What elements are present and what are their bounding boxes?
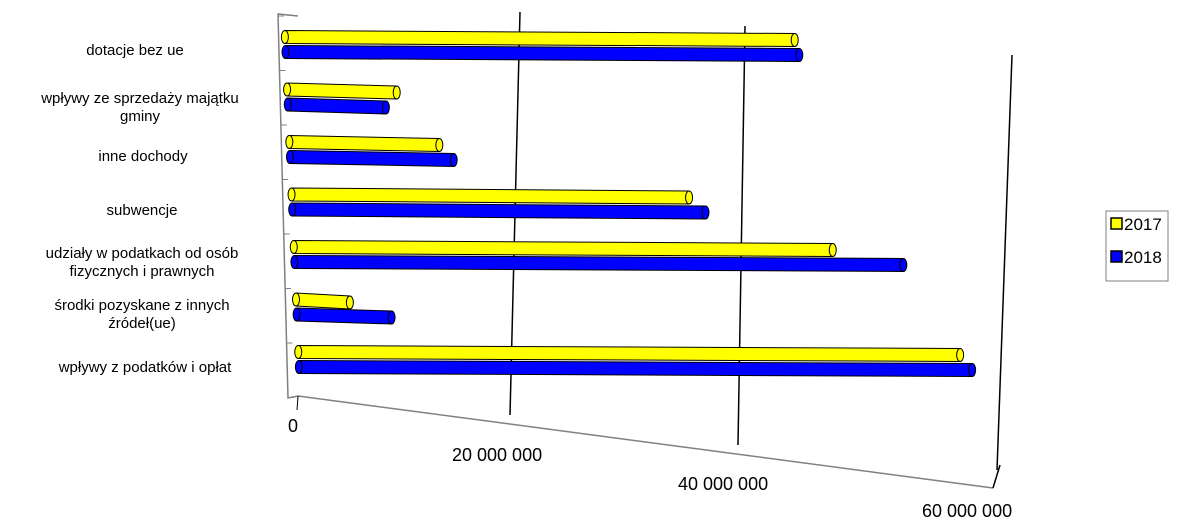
bar-body (291, 187, 690, 205)
category-label-line: wpływy z podatków i opłat (58, 359, 232, 376)
category-label: subwencje (12, 202, 272, 220)
bar-end-cap (968, 363, 977, 377)
back-right-wall-edge (996, 54, 1013, 471)
bar-start-cap (289, 240, 298, 254)
category-label: wpływy z podatków i opłat (15, 359, 275, 377)
bar-start-cap (290, 255, 299, 269)
category-label-line: gminy (119, 108, 160, 125)
bar-2017-1 (280, 29, 799, 48)
x-tick-label: 0 (288, 416, 298, 436)
bar-body (293, 239, 834, 258)
bar-2017-4 (287, 187, 694, 205)
bar-start-cap (283, 97, 292, 112)
bar-body (297, 344, 961, 363)
bar-end-cap (701, 205, 710, 220)
category-label-line: wpływy ze sprzedaży majątku (41, 90, 239, 107)
x-tick-label: 40 000 000 (678, 474, 768, 494)
bar-2018-4 (288, 202, 710, 220)
bar-end-cap (828, 243, 837, 257)
bar-2018-5 (290, 254, 908, 273)
category-label-line: subwencje (106, 202, 178, 219)
bar-2018-2 (283, 97, 390, 115)
category-label-line: dotacje bez ue (86, 42, 184, 59)
bar-body (289, 149, 455, 168)
legend-label-2017: 2017 (1124, 215, 1162, 234)
bar-body (285, 44, 800, 63)
bar-2017-2 (283, 82, 401, 100)
legend-swatch-2017 (1110, 217, 1123, 230)
bar-2018-3 (285, 149, 458, 168)
bar-body (296, 307, 393, 325)
legend-swatch-2018 (1110, 250, 1123, 263)
bar-2017-3 (285, 134, 444, 153)
bar-body (291, 202, 706, 220)
bar-start-cap (280, 30, 289, 44)
right-edge (992, 464, 1001, 489)
chart-walls (277, 13, 1013, 489)
bar-body (287, 97, 387, 115)
legend: 2017 2018 (1105, 210, 1169, 282)
bar-start-cap (285, 150, 294, 164)
gridlines (296, 11, 746, 446)
tick-mark (296, 395, 299, 411)
category-label: środki pozyskane z innych źródeł(ue) (12, 297, 272, 333)
category-label-line: środki pozyskane z innych (54, 297, 230, 314)
category-label: inne dochody (13, 148, 273, 166)
bar-body (286, 82, 398, 100)
x-tick-label: 60 000 000 (922, 501, 1012, 521)
bar-end-cap (449, 153, 458, 167)
category-label: dotacje bez ue (5, 42, 265, 60)
legend-label-2018: 2018 (1124, 248, 1162, 267)
bar-2018-6 (292, 307, 396, 325)
bar-body (288, 134, 440, 153)
bar-start-cap (287, 187, 296, 202)
bar-end-cap (435, 138, 444, 152)
bar-2017-7 (294, 344, 965, 363)
bar-2018-7 (294, 359, 977, 378)
bar-2017-5 (289, 239, 837, 258)
category-label-line: źródeł(ue) (108, 315, 176, 332)
gridline (737, 25, 746, 446)
bar-end-cap (956, 348, 965, 362)
bar-end-cap (345, 295, 354, 310)
x-axis-ticks: 0 20 000 000 40 000 000 60 000 000 (288, 416, 1012, 521)
bar-end-cap (387, 310, 396, 325)
bar-2017-6 (292, 292, 354, 310)
category-label-line: udziały w podatkach od osób (45, 245, 239, 262)
x-tick-label: 20 000 000 (452, 445, 542, 465)
bar-end-cap (899, 258, 908, 272)
bar-start-cap (292, 307, 301, 322)
bar-start-cap (294, 345, 303, 359)
bar-end-cap (790, 33, 799, 47)
bar-start-cap (285, 135, 294, 149)
bar-start-cap (292, 292, 301, 307)
category-label: wpływy ze sprzedaży majątku gminy (10, 90, 270, 126)
floor-edge (297, 395, 994, 489)
bar-start-cap (281, 45, 290, 59)
category-label: udziały w podatkach od osób fizycznych i … (12, 245, 272, 281)
bar-end-cap (685, 190, 694, 205)
bar-start-cap (283, 82, 292, 97)
bar-start-cap (294, 360, 303, 374)
bar-body (284, 29, 796, 48)
bar-body (298, 359, 973, 378)
bar-end-cap (381, 100, 390, 115)
bar-body (293, 254, 904, 273)
bar-2018-1 (281, 44, 804, 63)
bar-body (295, 292, 351, 310)
category-label-line: fizycznych i prawnych (69, 263, 215, 280)
bar-end-cap (392, 85, 401, 100)
category-label-line: inne dochody (98, 148, 188, 165)
bar-start-cap (288, 202, 297, 217)
bars (280, 29, 977, 378)
bar-end-cap (795, 48, 804, 62)
